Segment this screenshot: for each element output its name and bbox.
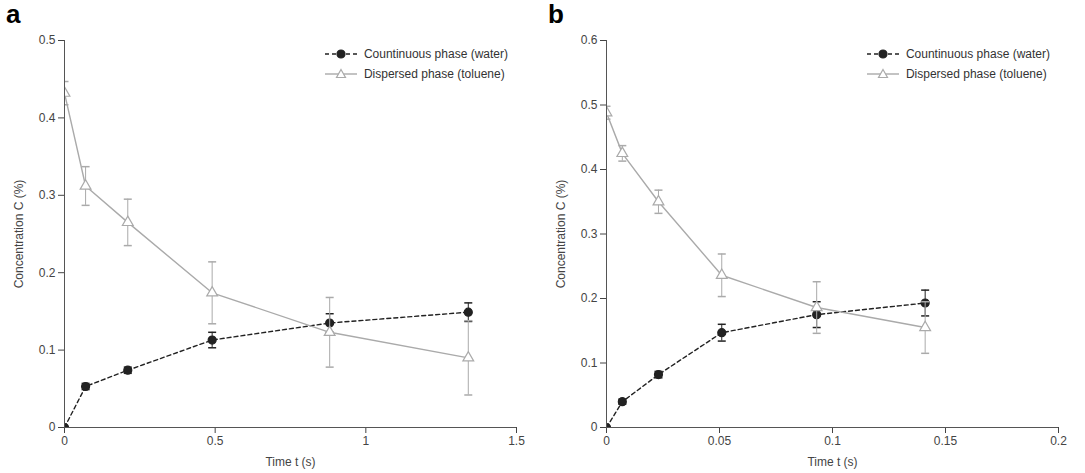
svg-text:0: 0: [49, 420, 56, 434]
html-text:Countinuous phase (water): Countinuous phase (water): [905, 47, 1050, 61]
html-text:Dispersed phase (toluene): Dispersed phase (toluene): [363, 67, 505, 81]
svg-text:0: 0: [603, 434, 610, 448]
svg-text:0.5: 0.5: [207, 434, 224, 448]
svg-text:0.6: 0.6: [581, 33, 598, 47]
svg-text:Concentration C (%): Concentration C (%): [554, 180, 568, 289]
svg-text:0.1: 0.1: [581, 356, 598, 370]
svg-text:0.1: 0.1: [39, 343, 56, 357]
svg-text:0: 0: [591, 420, 598, 434]
svg-text:Time t (s): Time t (s): [265, 455, 315, 469]
svg-text:1.5: 1.5: [508, 434, 525, 448]
html-text:Dispersed phase (toluene): Dispersed phase (toluene): [905, 67, 1047, 81]
svg-text:0.1: 0.1: [824, 434, 841, 448]
svg-text:Concentration C (%): Concentration C (%): [12, 180, 26, 289]
svg-text:0.05: 0.05: [708, 434, 732, 448]
svg-text:0.5: 0.5: [39, 33, 56, 47]
html-text:Countinuous phase (water): Countinuous phase (water): [363, 47, 508, 61]
svg-text:0.3: 0.3: [581, 227, 598, 241]
svg-text:1: 1: [362, 434, 369, 448]
svg-text:0.2: 0.2: [39, 266, 56, 280]
svg-text:0.2: 0.2: [581, 291, 598, 305]
svg-text:0.4: 0.4: [581, 162, 598, 176]
svg-text:0.15: 0.15: [934, 434, 958, 448]
svg-text:0.5: 0.5: [581, 98, 598, 112]
svg-text:0: 0: [61, 434, 68, 448]
html-text:b: b: [548, 0, 564, 29]
svg-text:0.3: 0.3: [39, 188, 56, 202]
html-text:a: a: [6, 0, 21, 29]
svg-text:0.2: 0.2: [1050, 434, 1067, 448]
svg-text:0.4: 0.4: [39, 111, 56, 125]
svg-text:Time t (s): Time t (s): [807, 455, 857, 469]
